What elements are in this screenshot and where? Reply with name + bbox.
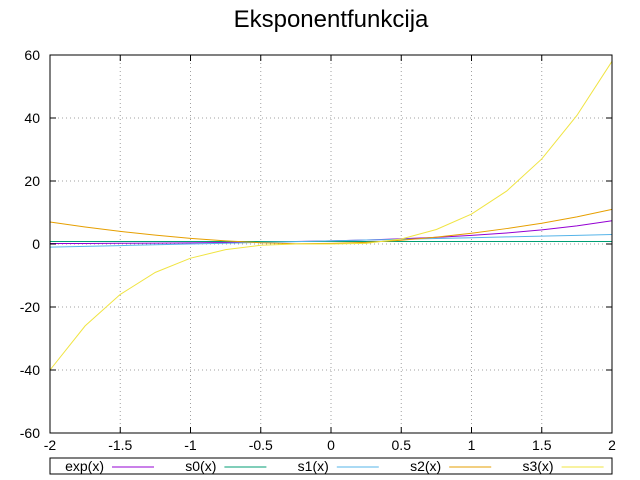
legend-label: s1(x) <box>298 458 329 474</box>
x-tick-label: 2 <box>608 437 616 453</box>
y-tick-label: -60 <box>20 425 40 441</box>
y-tick-label: -40 <box>20 362 40 378</box>
x-tick-label: -1 <box>184 437 197 453</box>
x-tick-label: -0.5 <box>249 437 273 453</box>
x-tick-label: 1.5 <box>532 437 552 453</box>
x-tick-label: 0.5 <box>392 437 412 453</box>
y-tick-label: -20 <box>20 299 40 315</box>
x-tick-label: -1.5 <box>108 437 132 453</box>
x-tick-label: -2 <box>44 437 57 453</box>
series-line-s2x <box>49 208 613 245</box>
y-tick-label: 20 <box>24 173 40 189</box>
legend-label: s2(x) <box>410 458 441 474</box>
x-axis-ticks: -2 -1.5 -1 -0.5 0 0.5 1 1.5 2 <box>44 55 616 453</box>
legend: exp(x) s0(x) s1(x) s2(x) s3(x) <box>49 457 613 475</box>
y-axis-ticks: -60 -40 -20 0 20 40 60 <box>20 47 612 441</box>
legend-box <box>49 457 613 475</box>
y-tick-label: 0 <box>32 236 40 252</box>
y-tick-label: 60 <box>24 47 40 63</box>
series-lines <box>49 61 613 371</box>
x-tick-label: 1 <box>468 437 476 453</box>
y-tick-label: 40 <box>24 110 40 126</box>
chart-title: Eksponentfunkcija <box>234 6 429 33</box>
series-line-s3x <box>49 61 613 371</box>
series-line-s1x <box>49 234 613 248</box>
legend-label: s0(x) <box>185 458 216 474</box>
legend-label: exp(x) <box>65 458 104 474</box>
x-tick-label: 0 <box>327 437 335 453</box>
series-line-expx <box>49 220 613 245</box>
legend-label: s3(x) <box>522 458 553 474</box>
